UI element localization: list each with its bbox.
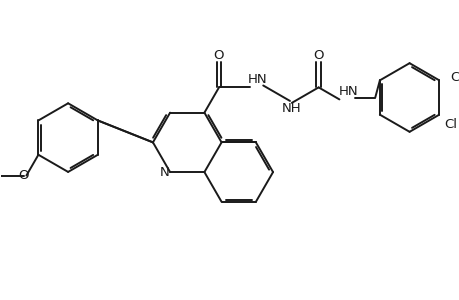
- Text: O: O: [18, 169, 29, 182]
- Text: HN: HN: [338, 85, 358, 98]
- Text: Cl: Cl: [449, 71, 459, 84]
- Text: O: O: [313, 50, 323, 62]
- Text: N: N: [159, 166, 169, 178]
- Text: Cl: Cl: [443, 118, 456, 131]
- Text: NH: NH: [281, 102, 301, 115]
- Text: HN: HN: [247, 73, 267, 86]
- Text: O: O: [213, 50, 224, 62]
